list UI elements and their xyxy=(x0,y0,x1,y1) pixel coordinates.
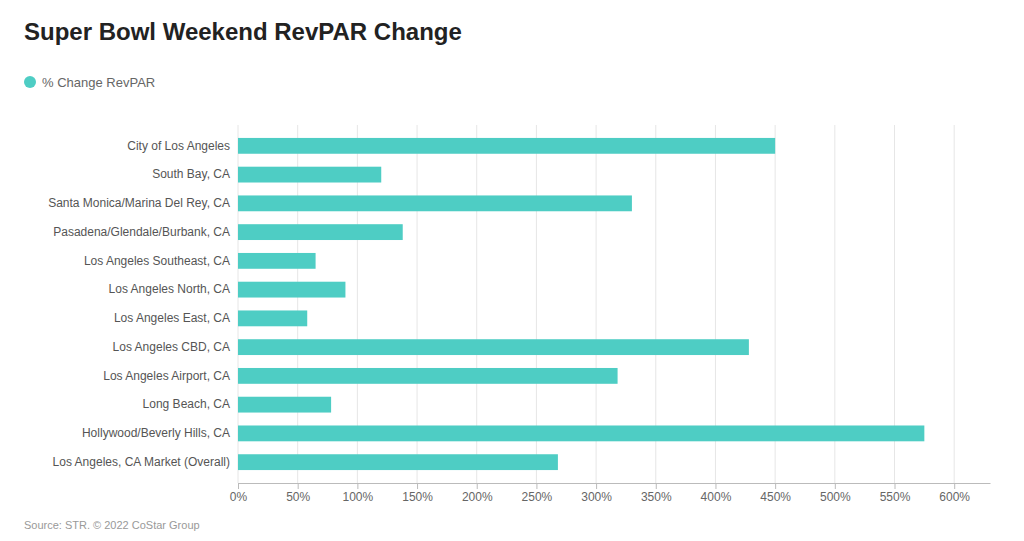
x-tick-label: 50% xyxy=(286,490,310,504)
x-tick-mark xyxy=(477,483,478,489)
x-axis-line xyxy=(239,483,991,484)
legend-label: % Change RevPAR xyxy=(42,75,155,90)
bar xyxy=(238,454,558,470)
y-tick: Los Angeles Airport, CA xyxy=(103,369,230,383)
x-tick-label: 600% xyxy=(939,490,970,504)
x-tick: 200% xyxy=(462,483,493,504)
y-tick: Santa Monica/Marina Del Rey, CA xyxy=(48,196,230,210)
y-tick: Hollywood/Beverly Hills, CA xyxy=(82,426,230,440)
x-tick-label: 100% xyxy=(343,490,374,504)
bar xyxy=(238,310,307,326)
x-tick-label: 200% xyxy=(462,490,493,504)
x-tick-mark xyxy=(835,483,836,489)
x-tick: 300% xyxy=(581,483,612,504)
x-tick-mark xyxy=(298,483,299,489)
legend-marker xyxy=(24,76,36,88)
bar xyxy=(238,167,381,183)
x-tick-label: 0% xyxy=(230,490,248,504)
y-axis: City of Los Angeles South Bay, CA Santa Mo… xyxy=(48,139,230,469)
y-tick-label: City of Los Angeles xyxy=(127,139,230,153)
y-tick-label: Los Angeles CBD, CA xyxy=(113,340,230,354)
bar xyxy=(238,425,924,441)
y-tick-label: Santa Monica/Marina Del Rey, CA xyxy=(48,196,230,210)
x-tick: 400% xyxy=(701,483,732,504)
y-tick-label: Pasadena/Glendale/Burbank, CA xyxy=(53,225,230,239)
x-tick-mark xyxy=(715,483,716,489)
y-tick-label: Los Angeles East, CA xyxy=(114,311,230,325)
chart: Super Bowl Weekend RevPAR Change 0% 50% 100… xyxy=(0,0,1024,541)
y-tick: Los Angeles East, CA xyxy=(114,311,230,325)
x-tick-mark xyxy=(656,483,657,489)
x-tick: 50% xyxy=(286,483,310,504)
x-tick-label: 550% xyxy=(880,490,911,504)
x-tick: 500% xyxy=(820,483,851,504)
y-tick: Los Angeles Southeast, CA xyxy=(84,254,230,268)
y-tick-label: Los Angeles North, CA xyxy=(109,282,230,296)
x-tick-label: 350% xyxy=(641,490,672,504)
y-tick: South Bay, CA xyxy=(152,167,230,181)
y-tick: Los Angeles North, CA xyxy=(109,282,230,296)
x-tick: 0% xyxy=(230,483,248,504)
x-tick-label: 150% xyxy=(402,490,433,504)
x-tick-mark xyxy=(536,483,537,489)
bars xyxy=(238,138,924,470)
plot-area: 0% 50% 100% 150% 200% 250% 300% 350% 400% 450% 500… xyxy=(48,125,990,504)
y-tick: Los Angeles CBD, CA xyxy=(113,340,230,354)
x-tick-mark xyxy=(895,483,896,489)
x-tick-label: 450% xyxy=(760,490,791,504)
legend-item: % Change RevPAR xyxy=(24,75,155,90)
x-tick: 550% xyxy=(880,483,911,504)
x-tick-mark xyxy=(775,483,776,489)
y-tick: Los Angeles, CA Market (Overall) xyxy=(53,455,230,469)
bar xyxy=(238,138,775,154)
bar xyxy=(238,339,749,355)
bar xyxy=(238,253,316,269)
bar xyxy=(238,195,632,211)
y-tick-label: Los Angeles Airport, CA xyxy=(103,369,230,383)
grid-line xyxy=(954,125,955,483)
y-tick-label: South Bay, CA xyxy=(152,167,230,181)
x-tick: 600% xyxy=(939,483,970,504)
x-tick: 450% xyxy=(760,483,791,504)
x-tick-label: 300% xyxy=(581,490,612,504)
x-tick-mark xyxy=(954,483,955,489)
x-tick: 250% xyxy=(522,483,553,504)
annotation: Source: STR. © 2022 CoStar Group xyxy=(24,519,200,531)
y-tick: Long Beach, CA xyxy=(143,397,230,411)
y-tick: City of Los Angeles xyxy=(127,139,230,153)
bar xyxy=(238,397,331,413)
x-tick-label: 500% xyxy=(820,490,851,504)
grid xyxy=(238,125,954,483)
title: Super Bowl Weekend RevPAR Change xyxy=(24,18,462,45)
bar xyxy=(238,282,345,298)
x-axis: 0% 50% 100% 150% 200% 250% 300% 350% 400% 450% 500… xyxy=(230,483,991,504)
y-tick-label: Los Angeles Southeast, CA xyxy=(84,254,230,268)
y-tick: Pasadena/Glendale/Burbank, CA xyxy=(53,225,230,239)
x-tick-label: 250% xyxy=(522,490,553,504)
x-tick: 100% xyxy=(343,483,374,504)
x-tick: 350% xyxy=(641,483,672,504)
y-tick-label: Hollywood/Beverly Hills, CA xyxy=(82,426,230,440)
legend: % Change RevPAR xyxy=(24,75,155,90)
x-tick-mark xyxy=(238,483,239,489)
bar xyxy=(238,224,403,240)
y-tick-label: Long Beach, CA xyxy=(143,397,230,411)
x-tick-mark xyxy=(417,483,418,489)
x-tick-mark xyxy=(596,483,597,489)
bar xyxy=(238,368,618,384)
x-tick-mark xyxy=(357,483,358,489)
x-tick: 150% xyxy=(402,483,433,504)
y-tick-label: Los Angeles, CA Market (Overall) xyxy=(53,455,230,469)
x-tick-label: 400% xyxy=(701,490,732,504)
